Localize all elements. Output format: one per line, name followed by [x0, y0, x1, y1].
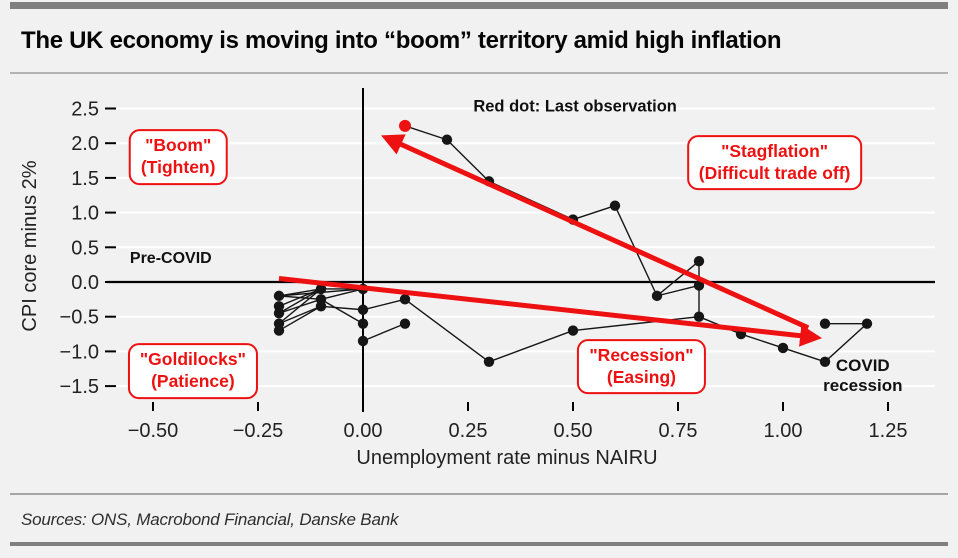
- path-segment: [740, 333, 784, 349]
- y-tick-label: −1.0: [60, 341, 99, 363]
- x-tick-label: 1.00: [764, 420, 803, 442]
- path-segment: [572, 204, 616, 221]
- path-segment: [278, 298, 322, 314]
- data-point: [273, 325, 285, 336]
- x-tick-label: −0.25: [233, 420, 284, 442]
- data-point: [861, 318, 873, 329]
- y-tick-label: 0.5: [71, 237, 99, 259]
- data-point: [567, 325, 579, 336]
- path-segment: [404, 298, 490, 363]
- data-point: [609, 200, 621, 211]
- x-tick-label: 0.00: [344, 420, 383, 442]
- y-tick-label: −1.5: [60, 376, 99, 398]
- data-point: [399, 318, 411, 329]
- recession-quadrant-box: "Recession" (Easing): [577, 338, 706, 395]
- data-point: [693, 280, 705, 291]
- path-segment: [404, 125, 448, 141]
- y-axis-title: CPI core minus 2%: [19, 160, 41, 331]
- path-segment: [278, 295, 322, 301]
- data-point: [273, 290, 285, 302]
- x-tick-label: 1.25: [869, 420, 908, 442]
- boom-box-line2: (Tighten): [140, 157, 216, 178]
- title-divider: [10, 72, 948, 74]
- path-segment: [782, 347, 826, 363]
- path-segment: [362, 298, 406, 311]
- data-point: [357, 318, 369, 329]
- stagflation-box-line2: (Difficult trade off): [698, 163, 851, 184]
- data-point: [819, 318, 831, 329]
- path-segment: [320, 298, 364, 325]
- data-point: [693, 311, 705, 322]
- data-point: [357, 304, 369, 315]
- path-segment: [320, 288, 364, 301]
- top-border-bar: [10, 2, 948, 9]
- data-point: [441, 134, 453, 145]
- data-point: [483, 356, 495, 368]
- legend-note: Red dot: Last observation: [473, 97, 677, 116]
- pre-covid-label: Pre-COVID: [129, 250, 212, 268]
- y-tick-label: 0.0: [71, 272, 99, 294]
- path-segment: [656, 284, 700, 297]
- data-point: [315, 283, 327, 295]
- path-segment: [446, 139, 490, 182]
- goldilocks-box-line1: "Goldilocks": [139, 348, 246, 369]
- boom-box-line1: "Boom": [145, 135, 212, 156]
- y-tick-label: 2.0: [71, 133, 99, 155]
- goldilocks-quadrant-box: "Goldilocks" (Patience): [127, 342, 258, 399]
- data-point: [693, 255, 705, 267]
- footer-divider: [10, 493, 948, 495]
- path-segment: [278, 305, 322, 325]
- stagflation-box-line1: "Stagflation": [721, 140, 829, 161]
- covid-recession-label: COVID recession: [823, 356, 902, 396]
- y-tick-label: 1.0: [71, 203, 99, 225]
- goldilocks-box-line2: (Patience): [151, 371, 235, 392]
- path-segment: [278, 305, 322, 332]
- x-tick-label: 0.50: [554, 420, 593, 442]
- path-segment: [320, 305, 364, 311]
- data-point: [777, 342, 789, 354]
- covid-recession-line2: recession: [823, 375, 903, 395]
- path-segment: [824, 323, 868, 363]
- chart-title: The UK economy is moving into “boom” ter…: [21, 27, 782, 54]
- data-point: [651, 290, 663, 302]
- path-segment: [656, 260, 700, 297]
- x-tick-label: −0.50: [128, 420, 179, 442]
- path-segment: [572, 316, 700, 332]
- boom-trend-arrow: [381, 134, 810, 331]
- path-segment: [362, 322, 406, 342]
- recession-trend-arrow: [278, 276, 823, 347]
- x-axis-title: Unemployment rate minus NAIRU: [356, 447, 657, 469]
- stagflation-quadrant-box: "Stagflation" (Difficult trade off): [686, 134, 863, 191]
- data-point: [315, 301, 327, 312]
- recession-box-line1: "Recession": [589, 344, 694, 365]
- x-tick-label: 0.25: [449, 420, 488, 442]
- y-tick-label: −0.5: [60, 307, 99, 329]
- last-observation-dot: [399, 119, 411, 132]
- data-point: [273, 308, 285, 319]
- boom-quadrant-box: "Boom" (Tighten): [128, 129, 228, 185]
- covid-recession-line1: COVID: [835, 355, 890, 375]
- y-tick-label: 1.5: [71, 168, 99, 190]
- data-point: [357, 335, 369, 347]
- y-tick-label: 2.5: [71, 99, 99, 121]
- sources-line: Sources: ONS, Macrobond Financial, Dansk…: [21, 510, 399, 529]
- bottom-border-bar: [10, 542, 948, 546]
- x-tick-label: 0.75: [659, 420, 698, 442]
- data-point: [819, 356, 831, 368]
- path-segment: [488, 329, 574, 363]
- recession-box-line2: (Easing): [606, 367, 676, 388]
- data-point: [399, 294, 411, 305]
